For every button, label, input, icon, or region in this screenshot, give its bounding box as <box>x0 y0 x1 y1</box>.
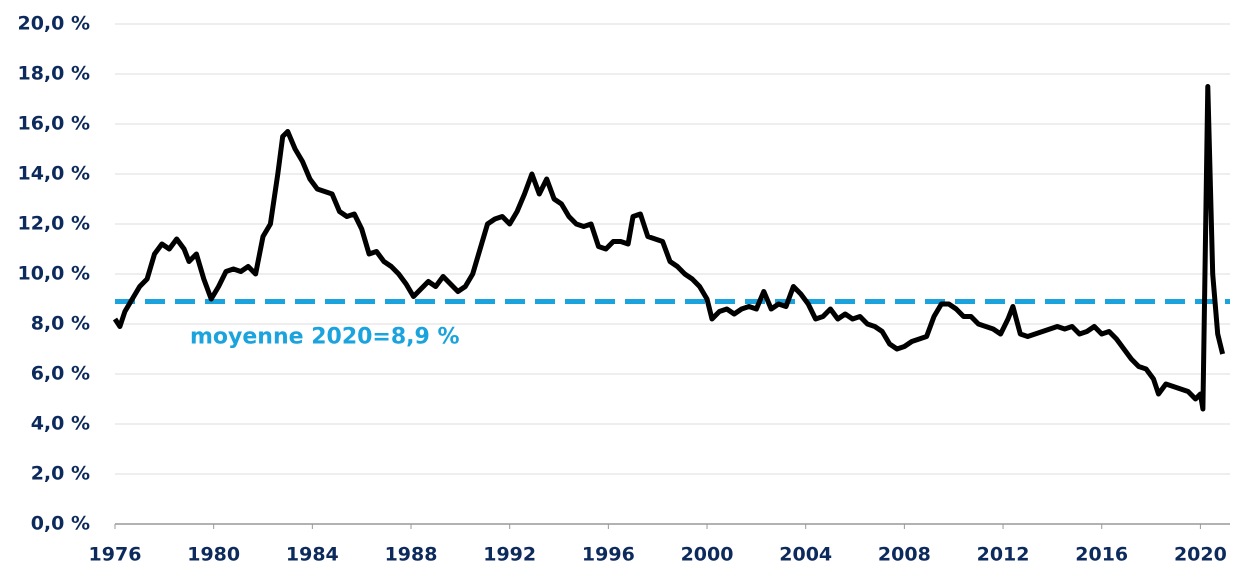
y-tick-label: 8,0 % <box>31 313 90 335</box>
y-tick-label: 20,0 % <box>17 13 90 35</box>
y-tick-label: 6,0 % <box>31 363 90 385</box>
x-tick-label: 2016 <box>1075 544 1128 566</box>
x-tick-label: 1992 <box>483 544 536 566</box>
x-tick-label: 1980 <box>187 544 240 566</box>
x-tick-label: 1976 <box>89 544 142 566</box>
reference-label: moyenne 2020=8,9 % <box>190 325 460 350</box>
y-tick-label: 18,0 % <box>17 63 90 85</box>
y-tick-label: 4,0 % <box>31 413 90 435</box>
y-tick-label: 12,0 % <box>17 213 90 235</box>
x-tick-label: 2012 <box>977 544 1030 566</box>
y-tick-label: 10,0 % <box>17 263 90 285</box>
y-tick-label: 16,0 % <box>17 113 90 135</box>
x-tick-label: 1984 <box>286 544 339 566</box>
y-tick-label: 0,0 % <box>31 513 90 535</box>
x-tick-label: 2008 <box>878 544 931 566</box>
x-tick-label: 1988 <box>385 544 438 566</box>
x-tick-label: 1996 <box>582 544 635 566</box>
x-tick-label: 2000 <box>681 544 734 566</box>
line <box>112 84 1226 412</box>
y-tick-label: 14,0 % <box>17 163 90 185</box>
x-tick-label: 2020 <box>1174 544 1227 566</box>
x-tick-label: 2004 <box>779 544 832 566</box>
y-tick-label: 2,0 % <box>31 463 90 485</box>
